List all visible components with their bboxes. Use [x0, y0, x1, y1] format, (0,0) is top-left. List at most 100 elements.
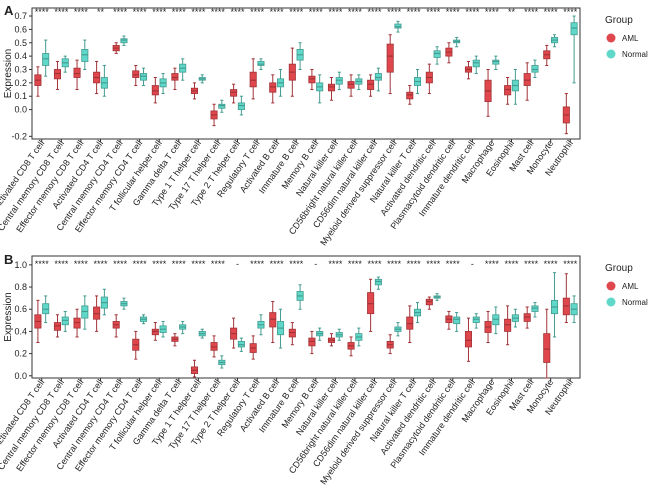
box-normal [81, 39, 89, 70]
box-normal [100, 64, 108, 97]
box-aml [347, 336, 355, 357]
significance-label: **** [191, 7, 206, 17]
box-normal [374, 67, 382, 92]
box-aml [504, 305, 512, 346]
significance-label: **** [113, 7, 128, 17]
box-aml [484, 68, 492, 117]
significance-label: **** [485, 7, 500, 17]
box-aml [445, 310, 453, 330]
significance-label: **** [426, 259, 441, 269]
box-aml [151, 322, 159, 341]
box-aml [425, 296, 433, 310]
box-aml [93, 295, 101, 332]
significance-label: **** [211, 259, 226, 269]
box-iqr [570, 22, 578, 36]
box-iqr [308, 75, 316, 84]
significance-label: **** [250, 7, 265, 17]
legend-label-aml: AML [622, 282, 639, 291]
significance-label: **** [74, 7, 89, 17]
box-aml [504, 77, 512, 105]
panel-letter: A [4, 3, 14, 18]
box-iqr [139, 73, 148, 81]
box-iqr [347, 81, 355, 89]
significance-label: **** [544, 259, 559, 269]
box-normal [120, 35, 128, 46]
box-aml [112, 314, 120, 338]
box-aml [406, 85, 414, 105]
significance-label: **** [93, 259, 108, 269]
box-iqr [335, 77, 343, 85]
box-normal [531, 59, 539, 79]
box-normal [355, 74, 363, 91]
box-normal [394, 20, 402, 33]
box-iqr [230, 89, 238, 97]
box-aml [249, 58, 257, 100]
box-iqr [237, 102, 245, 110]
box-iqr [433, 50, 441, 58]
box-aml [73, 308, 81, 338]
box-normal [139, 314, 148, 325]
box-normal [374, 276, 382, 290]
legend: Group AML Normal [605, 263, 648, 307]
box-aml [562, 273, 570, 324]
y-axis-label: Expression [3, 49, 14, 98]
box-normal [237, 337, 245, 352]
box-iqr [453, 316, 461, 325]
box-normal [531, 302, 539, 318]
significance-label: **** [367, 7, 382, 17]
box-normal [198, 74, 206, 84]
box-aml [386, 334, 394, 355]
box-normal [550, 34, 559, 48]
y-tick-label: 0.0 [14, 105, 27, 115]
box-aml [367, 74, 375, 97]
box-iqr [132, 70, 140, 78]
y-tick-label: 0.7 [14, 11, 27, 21]
y-tick-label: 0.2 [14, 78, 27, 88]
box-aml [34, 299, 42, 344]
significance-label: **** [328, 259, 343, 269]
legend-title: Group [605, 263, 633, 274]
box-normal [296, 42, 304, 70]
y-tick-label: 0.5 [14, 38, 27, 48]
box-aml [464, 317, 473, 362]
box-aml [308, 68, 316, 91]
box-aml [523, 306, 531, 329]
box-aml [288, 47, 296, 97]
box-normal [218, 99, 226, 113]
box-normal [296, 284, 304, 310]
box-aml [269, 74, 277, 104]
legend-swatch-normal [606, 49, 616, 59]
box-normal [335, 71, 343, 91]
box-normal [257, 314, 265, 336]
significance-label: **** [152, 259, 167, 269]
box-normal [159, 320, 167, 338]
significance-label: **** [211, 7, 226, 17]
box-aml [190, 82, 199, 100]
box-iqr [257, 61, 265, 66]
box-iqr [492, 59, 500, 65]
box-normal [276, 308, 285, 349]
box-aml [210, 103, 218, 127]
significance-label: **** [426, 7, 441, 17]
box-iqr [171, 73, 179, 81]
box-iqr [120, 38, 128, 44]
box-normal [413, 68, 422, 95]
significance-label: **** [309, 7, 324, 17]
box-normal [472, 313, 480, 329]
y-tick-label: 0.2 [14, 349, 27, 359]
box-normal [453, 312, 461, 332]
box-aml [406, 305, 414, 344]
significance-label: **** [524, 7, 539, 17]
box-aml [210, 335, 218, 358]
box-aml [269, 300, 277, 344]
significance-label: - [236, 259, 239, 269]
box-normal [100, 288, 108, 316]
box-iqr [269, 82, 277, 93]
box-normal [511, 68, 519, 105]
box-normal [316, 74, 324, 104]
box-aml [386, 34, 394, 95]
box-normal [120, 297, 128, 310]
box-normal [218, 355, 226, 369]
box-normal [413, 302, 422, 324]
box-normal [570, 295, 578, 324]
